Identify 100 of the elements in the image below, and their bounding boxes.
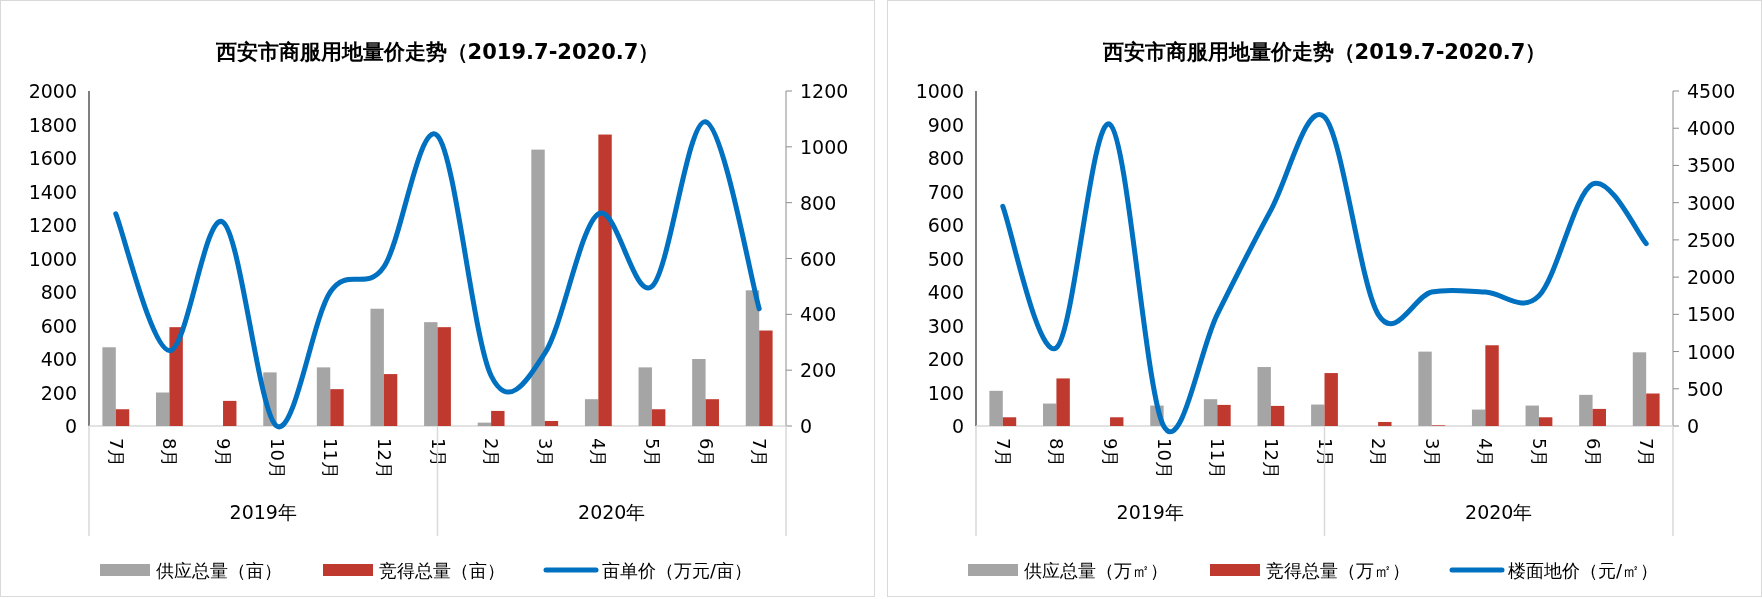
x-tick-label: 10月 (1153, 438, 1175, 479)
bar (156, 392, 170, 426)
y-tick-label: 0 (951, 415, 964, 437)
chart-title: 西安市商服用地量价走势（2019.7-2020.7） (214, 40, 660, 64)
bar (584, 399, 599, 426)
bar (1110, 417, 1124, 426)
legend-label: 竞得总量（万㎡） (1266, 560, 1410, 581)
bar (531, 149, 545, 426)
y2-tick-label: 0 (1687, 415, 1700, 437)
y-tick-label: 1400 (28, 180, 77, 203)
bar (1646, 393, 1660, 426)
x-tick-label: 11月 (320, 438, 342, 479)
y-tick-label: 300 (927, 314, 964, 337)
legend-label: 供应总量（万㎡） (1024, 560, 1168, 581)
y2-tick-label: 3500 (1687, 154, 1736, 177)
y2-tick-label: 800 (800, 191, 837, 214)
bar (1538, 417, 1553, 426)
y-tick-label: 2000 (28, 80, 77, 102)
y2-tick-label: 1000 (800, 135, 849, 158)
bar (1471, 409, 1486, 426)
x-tick-label: 12月 (373, 438, 395, 479)
x-tick-label: 7月 (992, 438, 1014, 468)
bar (424, 322, 438, 426)
x-tick-label: 3月 (1421, 438, 1443, 468)
x-tick-label: 9月 (213, 438, 235, 468)
bar (1378, 421, 1392, 426)
bar (1203, 399, 1218, 426)
y-tick-label: 800 (927, 147, 964, 169)
x-tick-label: 2月 (481, 438, 503, 468)
y2-tick-label: 1000 (1687, 340, 1736, 363)
x-tick-label: 4月 (588, 438, 610, 468)
bar (692, 359, 706, 426)
y-tick-label: 400 (927, 281, 964, 303)
legend-label: 楼面地价（元/㎡） (1508, 560, 1659, 581)
bar (169, 327, 183, 426)
legend-label: 供应总量（亩） (156, 560, 282, 581)
bar (383, 374, 398, 426)
x-tick-label: 10月 (266, 438, 288, 479)
y2-tick-label: 400 (800, 303, 837, 326)
bar (745, 290, 760, 426)
x-tick-label: 7月 (105, 438, 127, 468)
y-tick-label: 0 (64, 415, 77, 437)
x-tick-label: 2月 (1368, 438, 1390, 468)
text: 2020年 (1465, 501, 1533, 523)
bar (115, 409, 130, 426)
bar (1592, 408, 1606, 426)
bar (1324, 373, 1338, 426)
bar (330, 389, 344, 426)
bar (1485, 345, 1499, 426)
y-tick-label: 600 (40, 314, 77, 337)
x-tick-label: 5月 (641, 438, 663, 468)
y-tick-label: 200 (927, 348, 964, 370)
bar (370, 308, 384, 426)
y-tick-label: 900 (927, 113, 964, 136)
bar (1525, 405, 1539, 426)
bar (1311, 404, 1325, 426)
legend-label: 亩单价（万元/亩） (602, 560, 753, 581)
y-tick-label: 1800 (28, 113, 77, 136)
x-tick-label: 8月 (159, 438, 181, 468)
y-tick-label: 1600 (28, 147, 77, 169)
x-tick-label: 7月 (749, 438, 771, 468)
y2-tick-label: 3000 (1687, 191, 1736, 214)
y2-tick-label: 200 (800, 359, 837, 382)
x-tick-label: 11月 (1207, 438, 1229, 479)
y-tick-label: 700 (927, 180, 964, 203)
bar (1002, 417, 1017, 426)
y-tick-label: 600 (927, 214, 964, 236)
bar (1632, 352, 1647, 426)
bar (102, 347, 116, 426)
y2-tick-label: 0 (800, 415, 813, 437)
bar (989, 390, 1003, 426)
y-tick-label: 400 (40, 348, 77, 370)
text: 2019年 (1116, 501, 1184, 523)
text: 2020年 (578, 501, 646, 523)
x-tick-label: 3月 (534, 438, 556, 468)
x-tick-label: 9月 (1100, 438, 1122, 468)
x-tick-label: 6月 (695, 438, 717, 468)
bar (598, 134, 612, 426)
bar (1418, 351, 1432, 426)
x-tick-label: 12月 (1260, 438, 1282, 479)
y-tick-label: 1200 (28, 214, 77, 236)
legend-label: 竞得总量（亩） (379, 560, 505, 581)
x-tick-label: 8月 (1046, 438, 1068, 468)
bar (705, 399, 719, 426)
y-tick-label: 200 (40, 381, 77, 404)
bar (1270, 405, 1285, 426)
bar (638, 367, 652, 426)
bar (544, 420, 559, 426)
bar (759, 330, 773, 426)
x-tick-label: 4月 (1475, 438, 1497, 468)
y-tick-label: 1000 (28, 247, 77, 270)
x-tick-label: 7月 (1636, 438, 1658, 468)
bar (1217, 404, 1231, 426)
y-tick-label: 100 (927, 381, 964, 404)
bar (1056, 378, 1070, 426)
y2-tick-label: 1500 (1687, 303, 1736, 326)
bar (437, 327, 451, 426)
bar (1579, 394, 1593, 426)
y2-tick-label: 2000 (1687, 266, 1736, 289)
bar (223, 400, 237, 426)
